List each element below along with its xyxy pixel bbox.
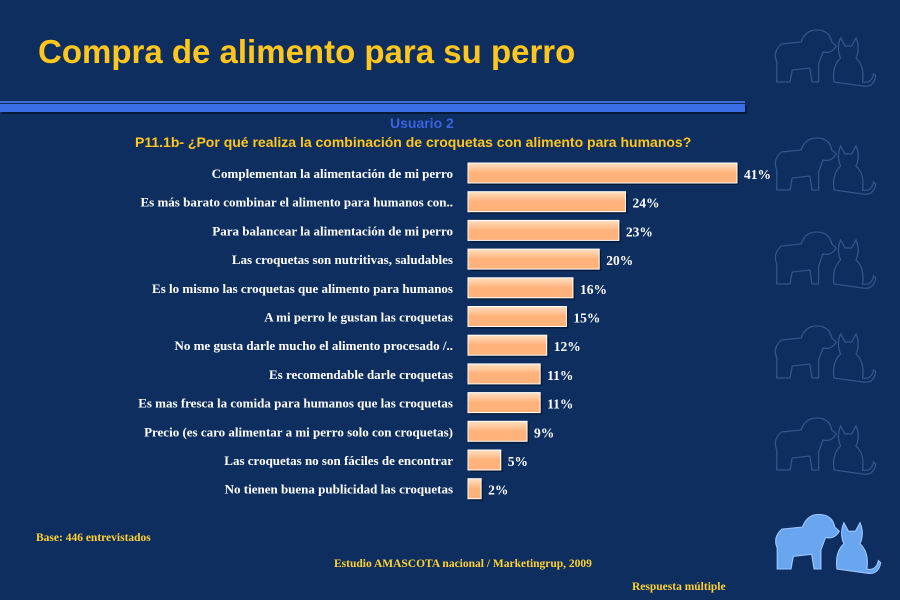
bar: [467, 334, 548, 356]
bar: [467, 363, 541, 385]
data-label: 41%: [744, 167, 771, 182]
base-note: Base: 446 entrevistados: [36, 532, 151, 544]
bar: [467, 162, 738, 184]
bar: [467, 219, 620, 241]
bar: [467, 392, 541, 414]
bar: [467, 248, 600, 270]
data-label: 5%: [508, 454, 528, 469]
chart-question: P11.1b- ¿Por qué realiza la combinación …: [135, 134, 692, 150]
category-label: Es recomendable darle croquetas: [269, 367, 453, 382]
data-label: 11%: [547, 397, 573, 412]
category-label: Para balancear la alimentación de mi per…: [212, 223, 453, 238]
bar: [467, 277, 574, 299]
data-label: 24%: [632, 196, 659, 211]
data-label: 2%: [488, 483, 508, 498]
category-label: A mi perro le gustan las croquetas: [264, 310, 453, 325]
category-label: No tienen buena publicidad las croquetas: [225, 482, 453, 497]
category-label: Precio (es caro alimentar a mi perro sol…: [144, 424, 453, 439]
data-label: 12%: [554, 339, 581, 354]
category-label: Las croquetas no son fáciles de encontra…: [224, 453, 453, 468]
category-label: No me gusta darle mucho el alimento proc…: [174, 338, 453, 353]
bar: [467, 191, 626, 213]
page-title: Compra de alimento para su perro: [38, 33, 576, 70]
category-label: Complementan la alimentación de mi perro: [212, 166, 453, 181]
category-label: Las croquetas son nutritivas, saludables: [232, 252, 453, 267]
data-label: 9%: [534, 425, 554, 440]
category-label: Es más barato combinar el alimento para …: [141, 195, 454, 210]
bar: [467, 420, 528, 442]
category-label: Es mas fresca la comida para humanos que…: [138, 396, 453, 411]
bar: [467, 478, 482, 500]
data-label: 11%: [547, 368, 573, 383]
bar: [467, 306, 567, 327]
data-label: 15%: [573, 311, 600, 326]
data-label: 23%: [626, 224, 653, 239]
category-label: Es lo mismo las croquetas que alimento p…: [152, 281, 453, 296]
title-underline: [0, 101, 745, 103]
data-label: 16%: [580, 282, 607, 297]
source-note: Estudio AMASCOTA nacional / Marketingrup…: [334, 558, 592, 570]
title-accent-bar: [0, 104, 745, 112]
chart-subtitle: Usuario 2: [390, 115, 454, 131]
data-label: 20%: [606, 253, 633, 268]
bar: [467, 449, 502, 471]
multiple-response-note: Respuesta múltiple: [632, 581, 726, 593]
